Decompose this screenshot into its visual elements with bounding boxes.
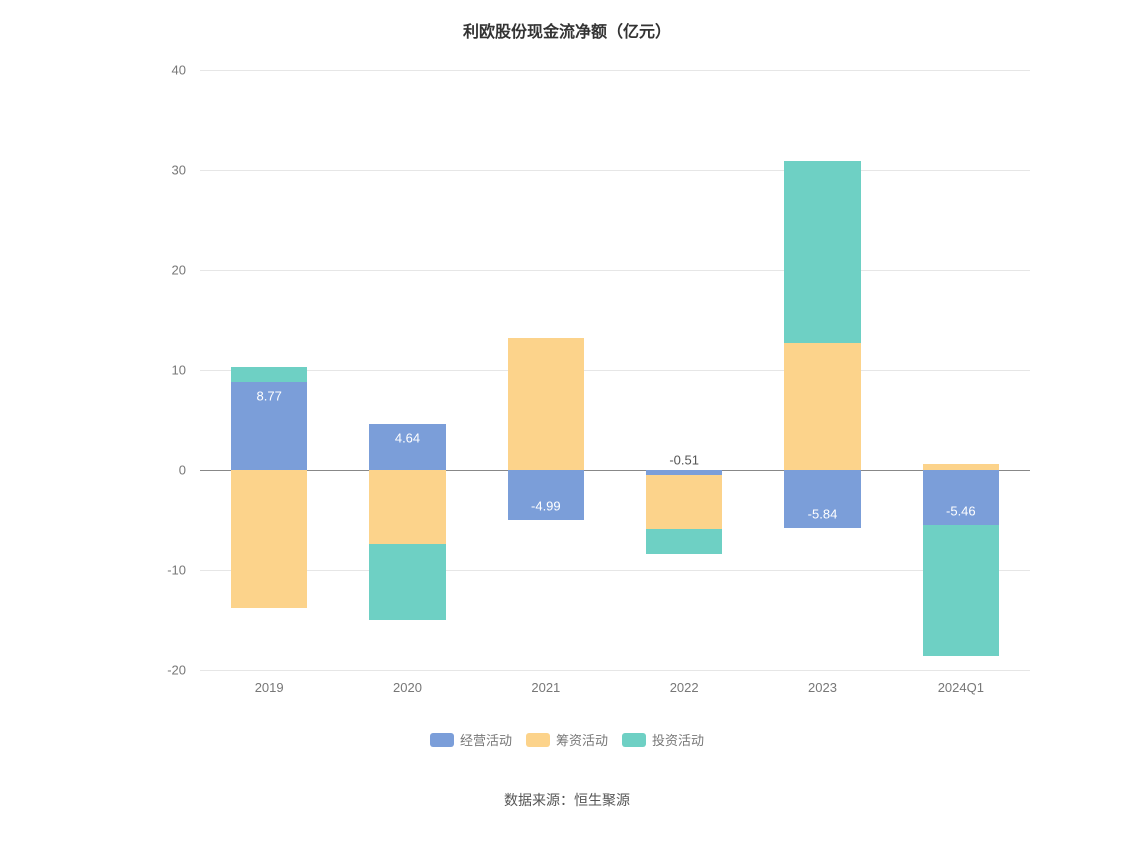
gridline (200, 370, 1030, 371)
zero-line (200, 470, 1030, 471)
bar-segment-investing (369, 544, 445, 620)
bar-segment-investing (923, 525, 999, 656)
x-tick-label: 2023 (808, 670, 837, 695)
legend-swatch (526, 733, 550, 747)
x-tick-label: 2020 (393, 670, 422, 695)
bar-value-label: -0.51 (669, 453, 699, 468)
bar-segment-financing (646, 475, 722, 529)
bar-segment-investing (231, 367, 307, 382)
gridline (200, 570, 1030, 571)
bar-value-label: 8.77 (257, 389, 282, 404)
x-tick-label: 2024Q1 (938, 670, 984, 695)
bar-value-label: -5.84 (808, 507, 838, 522)
bar-segment-investing (784, 161, 860, 343)
y-tick-label: 40 (172, 63, 200, 78)
bar-segment-financing (369, 470, 445, 544)
legend-swatch (622, 733, 646, 747)
gridline (200, 170, 1030, 171)
chart-title: 利欧股份现金流净额（亿元） (0, 18, 1134, 42)
x-tick-label: 2019 (255, 670, 284, 695)
y-tick-label: -10 (167, 563, 200, 578)
legend-item-financing[interactable]: 筹资活动 (526, 730, 608, 749)
y-tick-label: -20 (167, 663, 200, 678)
bar-value-label: 4.64 (395, 430, 420, 445)
legend-label: 经营活动 (460, 730, 512, 749)
legend-item-investing[interactable]: 投资活动 (622, 730, 704, 749)
y-tick-label: 30 (172, 163, 200, 178)
legend-label: 筹资活动 (556, 730, 608, 749)
cashflow-chart: 利欧股份现金流净额（亿元） -20-1001020304020198.77202… (0, 0, 1134, 849)
x-tick-label: 2022 (670, 670, 699, 695)
y-tick-label: 20 (172, 263, 200, 278)
bar-segment-financing (784, 343, 860, 470)
y-tick-label: 0 (179, 463, 200, 478)
plot-area: -20-1001020304020198.7720204.642021-4.99… (200, 70, 1030, 670)
bar-segment-financing (231, 470, 307, 608)
bar-value-label: -5.46 (946, 503, 976, 518)
y-tick-label: 10 (172, 363, 200, 378)
bar-segment-financing (508, 338, 584, 470)
data-source: 数据来源：恒生聚源 (0, 790, 1134, 810)
bar-segment-investing (646, 529, 722, 554)
gridline (200, 670, 1030, 671)
gridline (200, 270, 1030, 271)
legend-label: 投资活动 (652, 730, 704, 749)
legend: 经营活动 筹资活动 投资活动 (0, 730, 1134, 749)
legend-item-operating[interactable]: 经营活动 (430, 730, 512, 749)
legend-swatch (430, 733, 454, 747)
x-tick-label: 2021 (531, 670, 560, 695)
bar-segment-financing (923, 464, 999, 470)
bar-value-label: -4.99 (531, 498, 561, 513)
gridline (200, 70, 1030, 71)
